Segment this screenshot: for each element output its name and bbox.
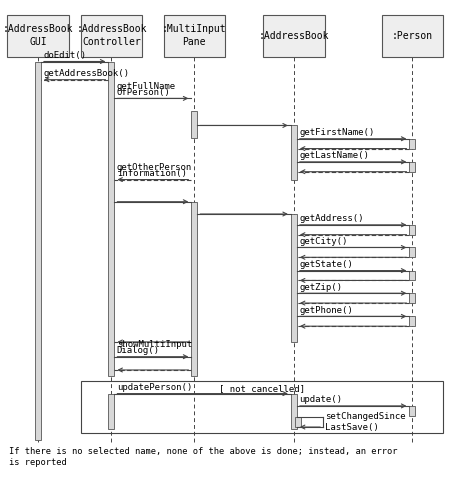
Bar [108, 394, 115, 429]
Text: OfPerson(): OfPerson() [117, 88, 171, 97]
Text: Information(): Information() [117, 169, 187, 178]
Bar [410, 225, 415, 235]
Bar [410, 406, 415, 416]
Bar [81, 381, 443, 433]
Text: getFirstName(): getFirstName() [299, 128, 374, 137]
Bar [81, 15, 142, 57]
Text: getZip(): getZip() [299, 283, 342, 292]
Text: :AddressBook
Controller: :AddressBook Controller [76, 25, 146, 47]
Text: Dialog(): Dialog() [117, 346, 160, 355]
Bar [410, 293, 415, 303]
Bar [191, 202, 197, 376]
Text: getState(): getState() [299, 260, 353, 269]
Bar [410, 271, 415, 280]
Bar [410, 247, 415, 257]
Text: update(): update() [299, 396, 342, 404]
Bar [295, 417, 301, 427]
Text: doEdit(): doEdit() [44, 51, 86, 60]
Text: getPhone(): getPhone() [299, 306, 353, 315]
Bar [291, 125, 297, 180]
Text: :AddressBook
GUI: :AddressBook GUI [3, 25, 73, 47]
Text: :AddressBook: :AddressBook [259, 31, 329, 41]
Bar [410, 316, 415, 326]
Text: getAddress(): getAddress() [299, 215, 364, 223]
Text: setChangedSince
LastSave(): setChangedSince LastSave() [325, 412, 406, 432]
Text: :Person: :Person [392, 31, 433, 41]
Text: :MultiInput
Pane: :MultiInput Pane [162, 25, 227, 47]
Text: getOtherPerson: getOtherPerson [117, 163, 192, 172]
Text: updatePerson(): updatePerson() [117, 383, 192, 392]
Bar [410, 162, 415, 172]
Text: getFullName: getFullName [117, 82, 176, 91]
Bar [35, 62, 41, 440]
Bar [382, 15, 443, 57]
Bar [291, 214, 297, 342]
Text: If there is no selected name, none of the above is done; instead, an error
is re: If there is no selected name, none of th… [9, 447, 398, 467]
Text: getAddressBook(): getAddressBook() [44, 69, 129, 78]
Bar [410, 139, 415, 149]
Text: [ not cancelled]: [ not cancelled] [219, 384, 305, 393]
Bar [7, 15, 69, 57]
Bar [291, 394, 297, 429]
Bar [191, 111, 197, 138]
Text: getLastName(): getLastName() [299, 152, 369, 160]
Bar [263, 15, 325, 57]
Bar [108, 62, 115, 376]
Text: getCity(): getCity() [299, 237, 348, 246]
Text: showMultiInput: showMultiInput [117, 340, 192, 349]
Bar [164, 15, 225, 57]
